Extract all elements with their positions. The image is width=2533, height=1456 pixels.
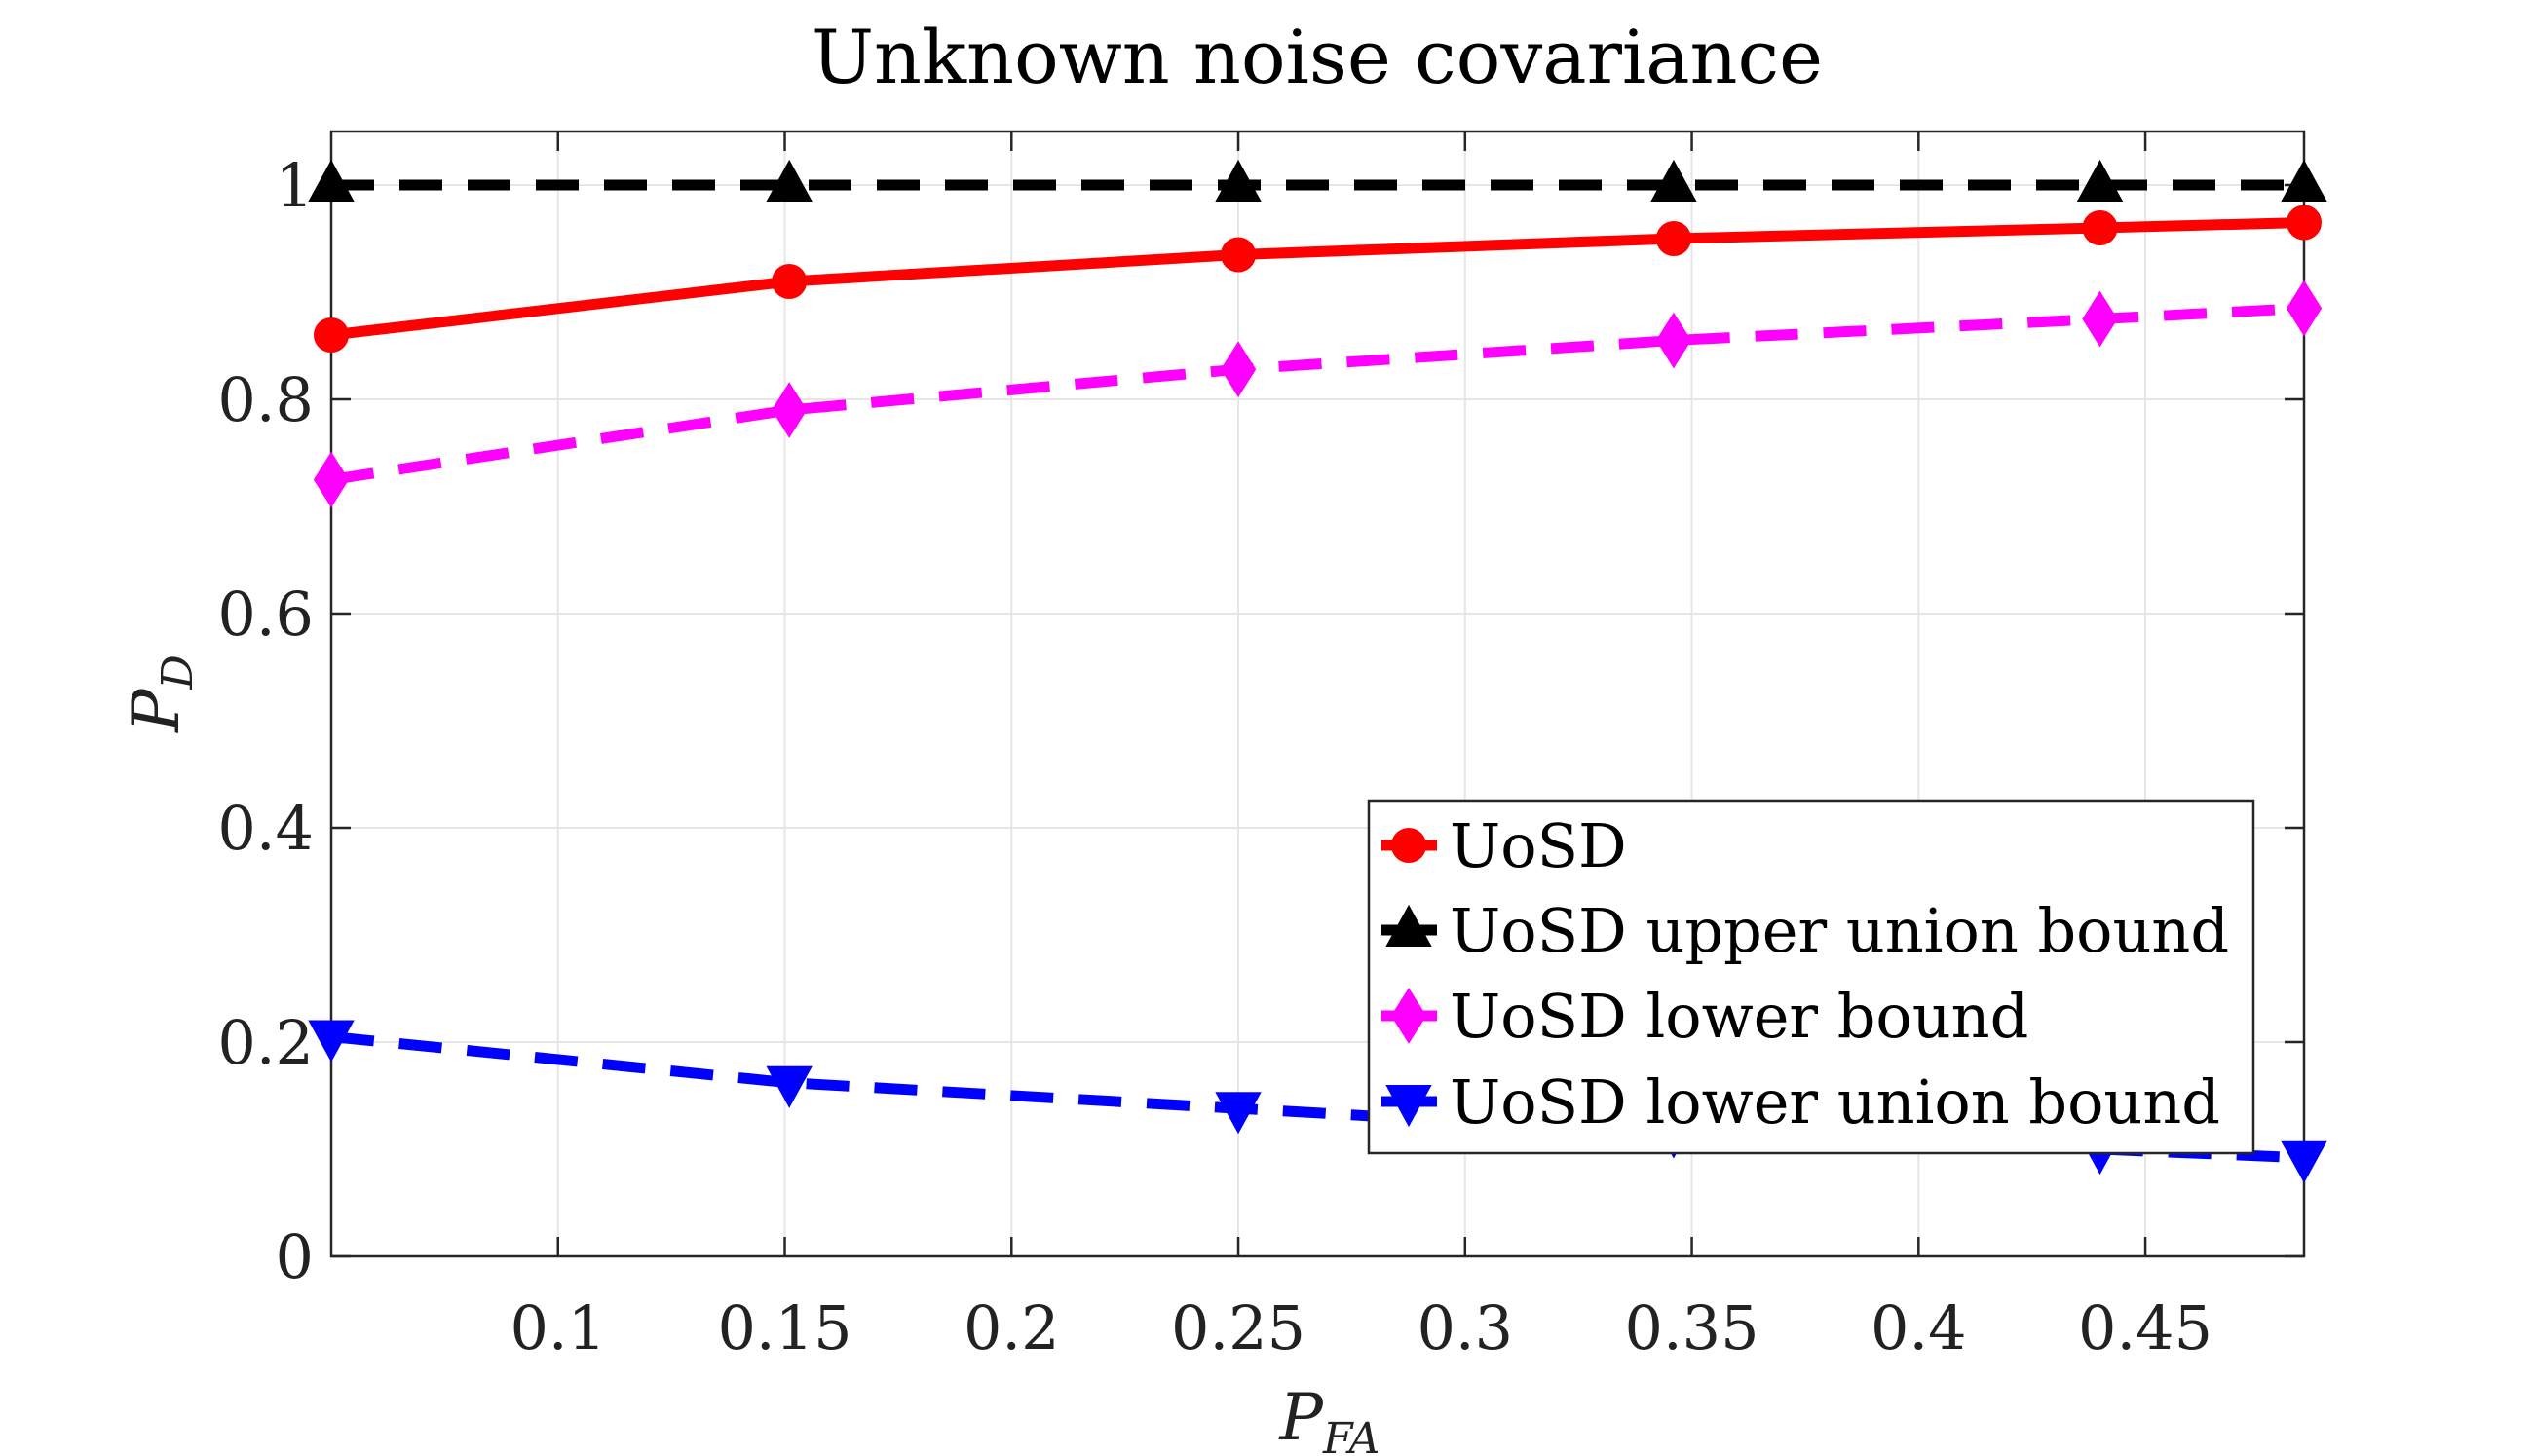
data-point (314, 317, 349, 353)
y-axis-label: PD (119, 654, 203, 733)
x-tick-label: 0.45 (2078, 1292, 2212, 1363)
x-tick-label: 0.1 (510, 1292, 606, 1363)
data-point (766, 159, 813, 202)
plot-area-frame (329, 130, 2306, 1258)
legend-item: UoSD lower bound (1381, 981, 2028, 1052)
data-point (1220, 341, 1257, 398)
series-uosd-lower-bound (313, 280, 2323, 508)
x-tick-label: 0.25 (1171, 1292, 1305, 1363)
legend: UoSD UoSD upper union bound UoSD lower bou… (1367, 799, 2255, 1155)
data-point (308, 159, 355, 202)
data-point (2082, 210, 2118, 245)
legend-item: UoSD (1381, 810, 1627, 881)
data-point (2281, 1140, 2327, 1183)
x-tick-label: 0.3 (1417, 1292, 1513, 1363)
data-point (1215, 159, 1262, 202)
data-point (313, 451, 350, 508)
axis-ticks: 0.1 0.15 0.2 0.25 0.3 0.35 0.4 0.45 0 0.2 0.4 0.6 0.… (217, 131, 2304, 1363)
y-tick-label: 0 (276, 1221, 314, 1292)
x-tick-label: 0.4 (1871, 1292, 1967, 1363)
legend-swatch-marker (1385, 904, 1432, 947)
data-point (2281, 159, 2327, 202)
data-point (2076, 159, 2124, 202)
legend-swatch-marker (1390, 988, 1427, 1044)
data-point (772, 264, 808, 299)
legend-swatch-marker (1385, 1085, 1432, 1128)
y-tick-label: 1 (276, 150, 314, 221)
series-line (330, 303, 2305, 485)
y-tick-label: 0.4 (217, 793, 314, 864)
legend-label: UoSD (1450, 810, 1627, 881)
legend-label: UoSD upper union bound (1450, 895, 2229, 966)
x-tick-label: 0.35 (1625, 1292, 1759, 1363)
y-tick-label: 0.8 (217, 364, 314, 435)
data-point (771, 382, 808, 438)
chart-title: Unknown noise covariance (812, 14, 1823, 100)
data-point (2082, 290, 2118, 348)
series-uosd-upper-union-bound (308, 159, 2327, 202)
y-tick-label: 0.6 (217, 579, 314, 650)
svg-text:PD: PD (119, 654, 203, 733)
legend-box (1367, 799, 2255, 1155)
data-point (308, 1020, 355, 1063)
legend-label: UoSD lower bound (1450, 981, 2028, 1052)
series-uosd (314, 205, 2322, 353)
data-point (1215, 1092, 1262, 1135)
x-axis-label: PFA (1279, 1380, 1380, 1456)
data-point (1221, 237, 1257, 273)
data-point (766, 1065, 813, 1108)
legend-item: UoSD lower union bound (1381, 1066, 2220, 1138)
legend-item: UoSD upper union bound (1381, 895, 2229, 966)
data-point (1655, 312, 1692, 369)
data-point (1650, 159, 1697, 202)
data-point (2286, 280, 2323, 337)
y-tick-label: 0.2 (217, 1007, 314, 1078)
data-point (1655, 221, 1691, 256)
legend-label: UoSD lower union bound (1450, 1066, 2220, 1138)
data-point (2287, 205, 2322, 241)
x-tick-label: 0.2 (964, 1292, 1060, 1363)
legend-swatch-marker (1391, 828, 1426, 863)
x-tick-label: 0.15 (717, 1292, 851, 1363)
series-line (330, 217, 2305, 341)
